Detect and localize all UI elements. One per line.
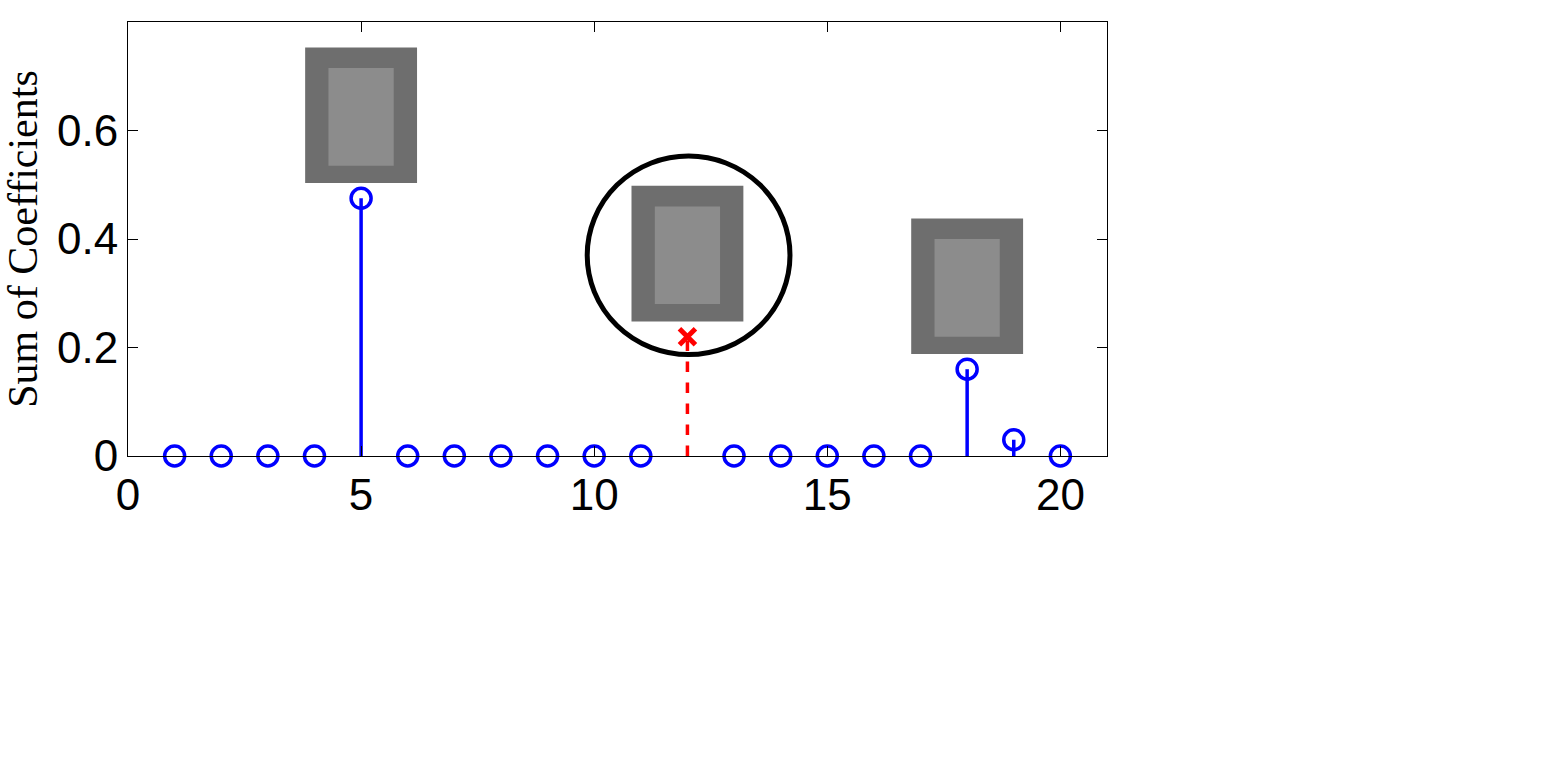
svg-text:0: 0 [116, 470, 140, 519]
svg-text:20: 20 [1036, 470, 1085, 519]
svg-text:0.4: 0.4 [57, 214, 118, 263]
svg-text:15: 15 [803, 470, 852, 519]
svg-text:5: 5 [349, 470, 373, 519]
svg-text:Sum of Coefficients: Sum of Coefficients [0, 70, 46, 408]
svg-text:0.2: 0.2 [57, 323, 118, 372]
svg-text:0: 0 [94, 431, 118, 480]
svg-text:10: 10 [570, 470, 619, 519]
svg-text:0.6: 0.6 [57, 106, 118, 155]
